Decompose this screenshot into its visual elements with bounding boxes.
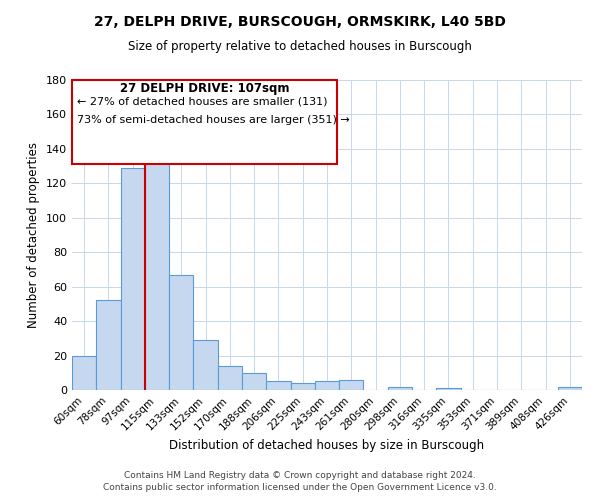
Text: Contains public sector information licensed under the Open Government Licence v3: Contains public sector information licen… [103, 484, 497, 492]
Bar [436, 388, 461, 390]
Bar [96, 300, 121, 390]
Bar [558, 386, 582, 390]
Text: 27, DELPH DRIVE, BURSCOUGH, ORMSKIRK, L40 5BD: 27, DELPH DRIVE, BURSCOUGH, ORMSKIRK, L4… [94, 15, 506, 29]
Text: Contains HM Land Registry data © Crown copyright and database right 2024.: Contains HM Land Registry data © Crown c… [124, 471, 476, 480]
Bar [145, 142, 169, 390]
Text: Size of property relative to detached houses in Burscough: Size of property relative to detached ho… [128, 40, 472, 53]
Bar [193, 340, 218, 390]
Bar [72, 356, 96, 390]
FancyBboxPatch shape [72, 80, 337, 164]
Y-axis label: Number of detached properties: Number of detached properties [28, 142, 40, 328]
Bar [290, 383, 315, 390]
Bar [339, 380, 364, 390]
Bar [266, 382, 290, 390]
Text: ← 27% of detached houses are smaller (131): ← 27% of detached houses are smaller (13… [77, 96, 328, 106]
Bar [121, 168, 145, 390]
Bar [388, 386, 412, 390]
X-axis label: Distribution of detached houses by size in Burscough: Distribution of detached houses by size … [169, 438, 485, 452]
Bar [242, 373, 266, 390]
Bar [218, 366, 242, 390]
Text: 27 DELPH DRIVE: 107sqm: 27 DELPH DRIVE: 107sqm [120, 82, 289, 94]
Bar [315, 382, 339, 390]
Bar [169, 274, 193, 390]
Text: 73% of semi-detached houses are larger (351) →: 73% of semi-detached houses are larger (… [77, 114, 350, 124]
